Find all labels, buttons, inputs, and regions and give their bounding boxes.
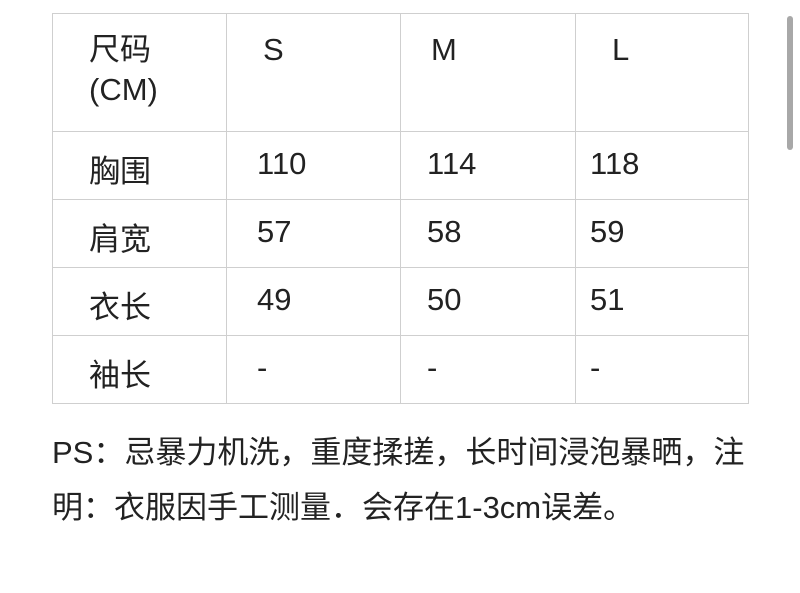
header-size-label: 尺码 <box>89 32 151 67</box>
vertical-scrollbar[interactable] <box>787 16 793 150</box>
row-label: 袖长 <box>52 335 227 404</box>
table-cell: - <box>575 335 749 404</box>
table-cell: 114 <box>400 131 576 200</box>
table-cell: - <box>400 335 576 404</box>
size-table: 尺码 (CM) S M L 胸围 110 114 118 肩宽 57 58 59 … <box>52 13 749 404</box>
table-cell: 50 <box>400 267 576 336</box>
table-row: 胸围 110 114 118 <box>52 131 749 200</box>
table-row: 袖长 - - - <box>52 335 749 404</box>
table-row: 衣长 49 50 51 <box>52 267 749 336</box>
table-cell: 58 <box>400 199 576 268</box>
table-header-row: 尺码 (CM) S M L <box>52 13 749 132</box>
row-label: 衣长 <box>52 267 227 336</box>
header-cell-m: M <box>400 13 576 132</box>
table-cell: 49 <box>226 267 401 336</box>
table-cell: 57 <box>226 199 401 268</box>
row-label: 胸围 <box>52 131 227 200</box>
table-cell: - <box>226 335 401 404</box>
header-unit-label: (CM) <box>89 72 158 107</box>
header-cell-s: S <box>226 13 401 132</box>
table-row: 肩宽 57 58 59 <box>52 199 749 268</box>
table-cell: 51 <box>575 267 749 336</box>
table-cell: 59 <box>575 199 749 268</box>
header-cell-l: L <box>575 13 749 132</box>
table-cell: 110 <box>226 131 401 200</box>
header-cell-size: 尺码 (CM) <box>52 13 227 132</box>
table-cell: 118 <box>575 131 749 200</box>
care-note: PS：忌暴力机洗，重度揉搓，长时间浸泡暴晒，注明：衣服因手工测量．会存在1-3c… <box>52 435 745 525</box>
row-label: 肩宽 <box>52 199 227 268</box>
